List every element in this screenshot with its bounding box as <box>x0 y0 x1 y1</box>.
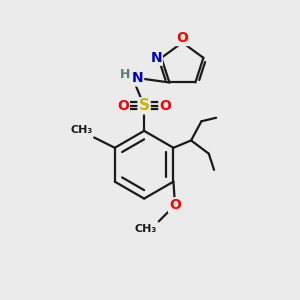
Text: N: N <box>150 51 162 65</box>
Text: S: S <box>139 98 150 113</box>
Text: H: H <box>120 68 131 81</box>
Text: N: N <box>131 71 143 85</box>
Text: CH₃: CH₃ <box>135 224 157 234</box>
Text: O: O <box>169 198 181 212</box>
Text: O: O <box>117 99 129 113</box>
Text: CH₃: CH₃ <box>70 125 93 135</box>
Text: O: O <box>176 31 188 45</box>
Text: O: O <box>159 99 171 113</box>
